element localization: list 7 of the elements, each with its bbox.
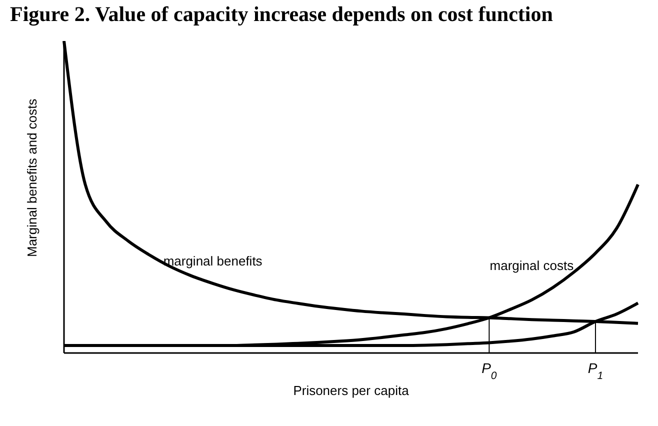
- y-axis-title: Marginal benefits and costs: [24, 98, 40, 257]
- x-tick-label: P$_{1}$: [588, 360, 604, 382]
- x-tick-label: P$_{0}$: [482, 360, 497, 382]
- series-label: marginal costs: [490, 258, 574, 273]
- chart-title: Figure 2. Value of capacity increase depends on cost function: [10, 2, 554, 27]
- series-label: marginal benefits: [163, 253, 263, 268]
- x-axis-title: Prisoners per capita: [293, 383, 410, 398]
